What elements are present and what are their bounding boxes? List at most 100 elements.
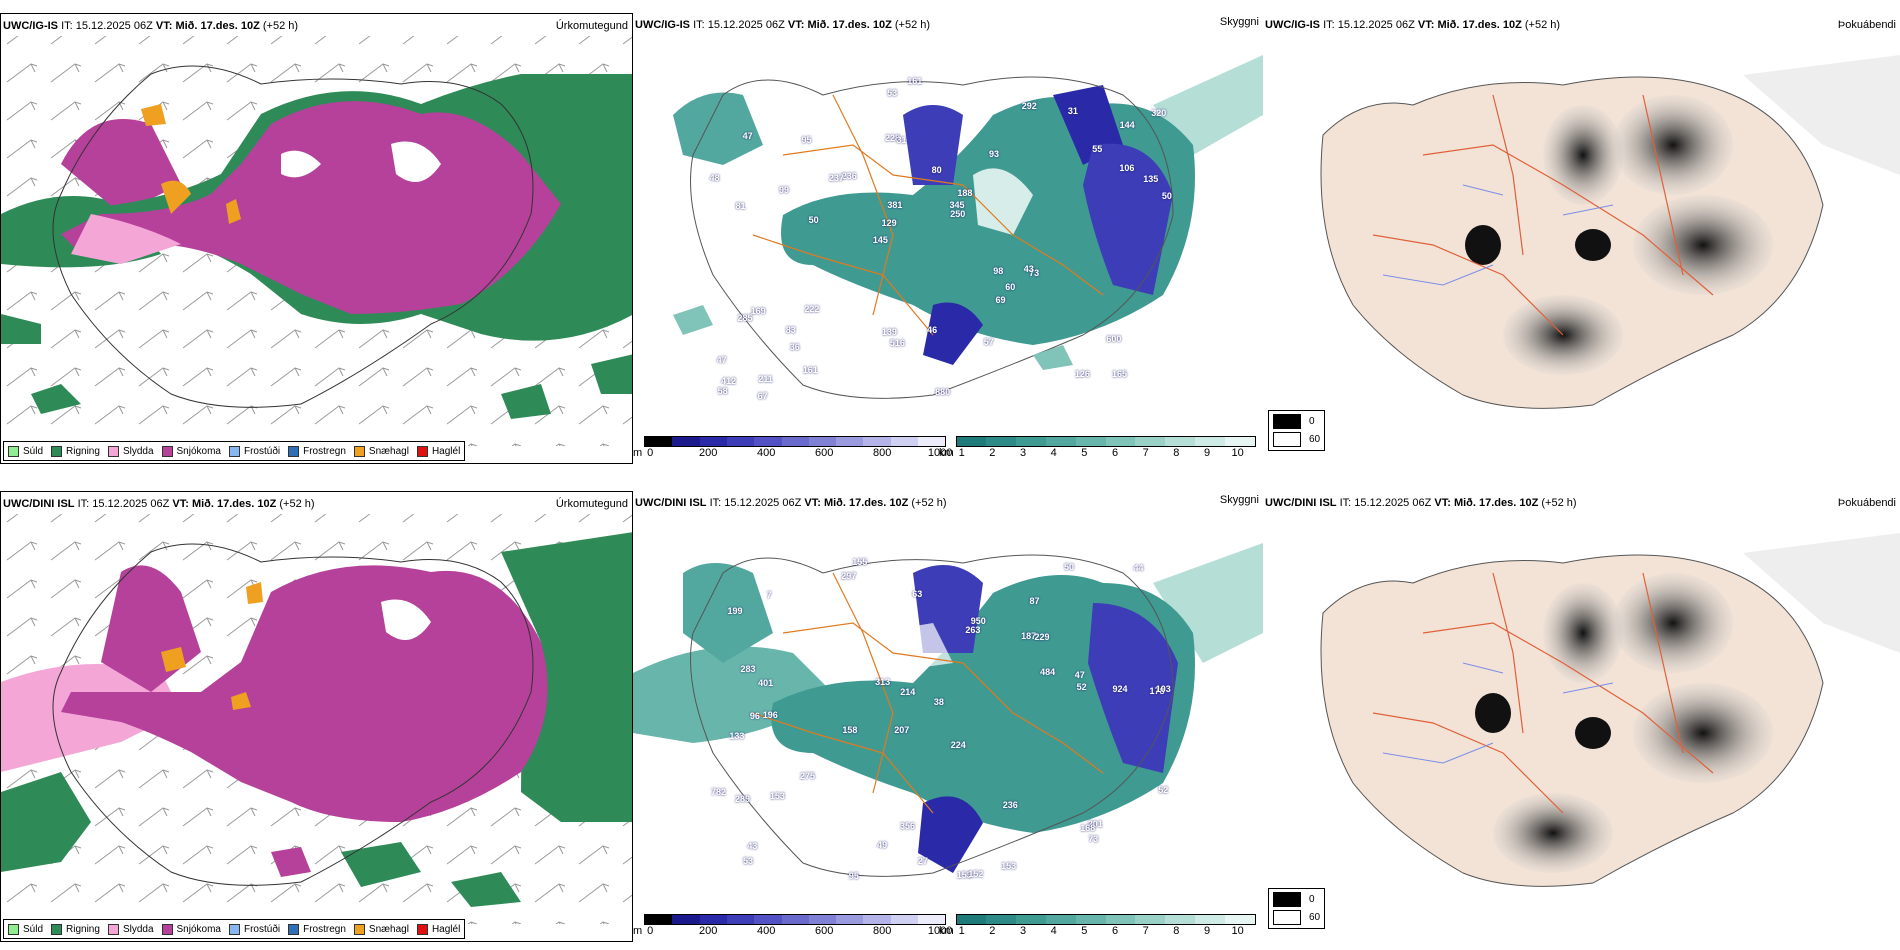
terrain-height-label: 133 bbox=[729, 731, 745, 742]
terrain-height-label: 43 bbox=[747, 840, 758, 851]
colorbar-tick-label: 1000 bbox=[927, 925, 953, 937]
legend-item: Slydda bbox=[107, 923, 154, 935]
colorbar-cell bbox=[645, 915, 673, 924]
terrain-height-label: 161 bbox=[802, 365, 818, 376]
legend-label: Súld bbox=[23, 445, 44, 457]
terrain-height-label: 236 bbox=[1002, 800, 1018, 811]
terrain-height-label: 950 bbox=[970, 615, 986, 626]
legend-swatch-drizzle bbox=[8, 923, 19, 935]
legend-label: Frostregn bbox=[303, 445, 346, 457]
terrain-height-label: 168 bbox=[1080, 823, 1096, 834]
terrain-height-label: 207 bbox=[894, 725, 910, 735]
colorbar-cell bbox=[781, 915, 809, 924]
panel-variable-label: Skyggni bbox=[1219, 494, 1259, 506]
panel-variable-label: Skyggni bbox=[1219, 16, 1259, 28]
colorbar-tick-label: 200 bbox=[699, 925, 718, 937]
colorbar-cell bbox=[1195, 915, 1225, 924]
colorbar-cell bbox=[754, 437, 782, 446]
visibility-panel-top: UWC/IG-IS IT: 15.12.2025 06Z VT: Mið. 17… bbox=[633, 13, 1263, 464]
fog-panel-bottom: UWC/DINI ISL IT: 15.12.2025 06Z VT: Mið.… bbox=[1263, 491, 1900, 942]
colorbar-tick-label: 600 bbox=[814, 447, 834, 459]
title-vt: Mið. 17.des. 10Z bbox=[1453, 497, 1539, 509]
colorbar-cell bbox=[1195, 437, 1225, 446]
visibility-map bbox=[673, 55, 1263, 399]
title-it: 15.12.2025 06Z bbox=[1337, 19, 1415, 31]
terrain-height-label: 145 bbox=[872, 235, 888, 246]
panel-title: UWC/DINI ISL IT: 15.12.2025 06Z VT: Mið.… bbox=[635, 497, 947, 509]
terrain-height-label: 356 bbox=[900, 820, 916, 831]
title-it: 15.12.2025 06Z bbox=[92, 498, 170, 510]
terrain-height-label: 178 bbox=[1149, 686, 1165, 697]
colorbar-cell bbox=[1135, 915, 1166, 924]
terrain-height-label: 69 bbox=[995, 294, 1006, 305]
title-it-label: IT: bbox=[1339, 497, 1352, 509]
title-it: 15.12.2025 06Z bbox=[75, 20, 153, 32]
colorbar-cell bbox=[672, 437, 700, 446]
legend-swatch-freezing-rain bbox=[288, 445, 300, 457]
legend-item: Súld bbox=[8, 923, 43, 935]
title-lead: (+52 h) bbox=[1541, 497, 1577, 509]
visibility-colorbar: km 1 2 3 4 5 6 7 8 9 10 bbox=[939, 914, 1256, 937]
title-model: UWC/DINI ISL bbox=[1265, 497, 1337, 509]
colorbar-cell bbox=[726, 915, 755, 924]
colorbar-cell bbox=[986, 915, 1017, 924]
legend-label: Haglél bbox=[431, 923, 461, 935]
colorbar-cell bbox=[890, 915, 918, 924]
colorbar-tick-label: 2 bbox=[989, 447, 996, 459]
panel-variable-label: Þokuábendi bbox=[1837, 497, 1896, 509]
panel-title: UWC/IG-IS IT: 15.12.2025 06Z VT: Mið. 17… bbox=[3, 20, 298, 32]
terrain-height-label: 63 bbox=[912, 589, 923, 600]
title-lead: (+52 h) bbox=[262, 20, 299, 32]
title-model: UWC/IG-IS bbox=[1265, 19, 1320, 31]
terrain-height-label: 50 bbox=[1161, 190, 1172, 201]
colorbar-cell bbox=[1165, 437, 1196, 446]
legend-swatch-rain bbox=[51, 445, 63, 457]
legend-label: Slydda bbox=[122, 923, 154, 935]
title-model: UWC/IG-IS bbox=[3, 20, 58, 32]
panel-title: UWC/DINI ISL IT: 15.12.2025 06Z VT: Mið.… bbox=[1265, 497, 1577, 509]
colorbar-tick-label: 8 bbox=[1173, 925, 1180, 937]
terrain-height-label: 155 bbox=[852, 557, 868, 568]
legend-swatch-hail bbox=[416, 923, 428, 935]
colorbar-tick-label: 3 bbox=[1019, 925, 1027, 937]
terrain-height-label: 83 bbox=[785, 324, 796, 335]
legend-label: Rigning bbox=[66, 923, 100, 935]
terrain-height-label: 99 bbox=[778, 184, 789, 195]
colorbar-cell bbox=[808, 437, 837, 446]
colorbar-unit: m bbox=[633, 447, 643, 459]
colorbar-cell bbox=[1016, 915, 1047, 924]
fog-legend-label: 0 bbox=[1309, 416, 1315, 427]
legend-label: Snjókoma bbox=[176, 923, 221, 935]
terrain-height-label: 58 bbox=[717, 385, 728, 396]
legend-item: Snjókoma bbox=[161, 923, 221, 935]
title-vt: Mið. 17.des. 10Z bbox=[175, 20, 260, 32]
colorbar-cells bbox=[955, 914, 1256, 925]
title-model: UWC/DINI ISL bbox=[635, 497, 707, 509]
terrain-height-label: 67 bbox=[757, 390, 768, 401]
terrain-height-label: 214 bbox=[900, 686, 916, 697]
title-model: UWC/IG-IS bbox=[635, 19, 690, 31]
legend-swatch-drizzle bbox=[8, 445, 19, 457]
terrain-height-label: 211 bbox=[758, 374, 773, 385]
panel-variable-label: Úrkomutegund bbox=[555, 498, 628, 510]
colorbar-tick-label: 6 bbox=[1111, 925, 1119, 937]
colorbar-tick-label: 0 bbox=[647, 925, 654, 937]
colorbar-tick-label: 7 bbox=[1142, 447, 1149, 459]
fog-legend-item: 0 bbox=[1273, 892, 1320, 907]
terrain-height-label: 96 bbox=[749, 710, 760, 721]
terrain-height-label: 47 bbox=[742, 130, 753, 141]
title-lead: (+52 h) bbox=[1524, 19, 1561, 31]
terrain-height-label: 106 bbox=[1119, 162, 1135, 173]
title-vt-label: VT: bbox=[172, 498, 189, 510]
title-vt: Mið. 17.des. 10Z bbox=[807, 19, 892, 31]
title-lead: (+52 h) bbox=[911, 497, 947, 509]
colorbar-tick-label: 4 bbox=[1050, 925, 1057, 937]
legend-label: Snæhagl bbox=[368, 445, 409, 457]
visibility-map bbox=[633, 543, 1263, 877]
terrain-height-label: 60 bbox=[1005, 282, 1016, 293]
colorbar-tick-label: 9 bbox=[1203, 925, 1211, 937]
colorbar-ticks: 0 200 400 600 800 1000 bbox=[644, 925, 952, 937]
colorbar-tick-label: 0 bbox=[647, 447, 654, 459]
legend-swatch-snow bbox=[161, 445, 173, 457]
fog-legend-label: 0 bbox=[1309, 894, 1315, 905]
